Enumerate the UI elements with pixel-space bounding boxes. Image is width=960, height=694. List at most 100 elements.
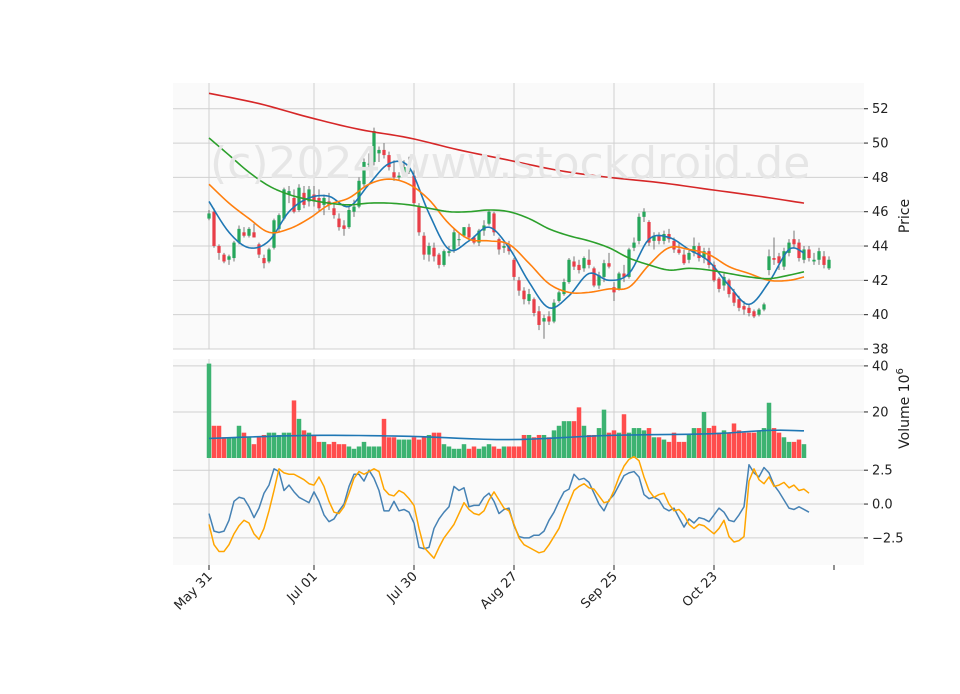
price-y-tick-label: 46 [872, 205, 889, 220]
oscillator-line [208, 464, 810, 550]
watermark: (c)2024 www.stockdroid.de [210, 138, 810, 189]
candle-body [407, 170, 411, 172]
candle-body [532, 299, 536, 313]
candle-body [212, 211, 216, 247]
candle-body [552, 302, 556, 322]
volume-bar [416, 439, 422, 458]
volume-bar [681, 441, 687, 458]
candle-body [282, 189, 286, 219]
candle-body [807, 249, 811, 259]
volume-bar [596, 428, 602, 458]
candle-body [762, 304, 766, 310]
candle-body [267, 249, 271, 262]
candle-body [547, 316, 551, 322]
candle-body [452, 232, 456, 250]
moving-average-line [208, 92, 805, 204]
volume-bar [716, 432, 722, 458]
candle-body [542, 318, 546, 322]
volume-bar [581, 425, 587, 458]
volume-bar [541, 434, 547, 458]
volume-bar [491, 446, 497, 458]
candle-body [322, 197, 326, 205]
candle-body [522, 290, 526, 300]
volume-bar [326, 444, 332, 458]
candle-body [387, 155, 391, 168]
volume-bar [451, 448, 457, 458]
volume-bar [321, 441, 327, 458]
candle-body [642, 211, 646, 217]
candle-body [767, 256, 771, 271]
candle-body [492, 213, 496, 233]
candle-body [527, 294, 531, 301]
volume-bar [481, 446, 487, 458]
volume-bar [441, 444, 447, 458]
volume-bar [786, 441, 792, 458]
candle-body [672, 240, 676, 250]
volume-bar [356, 446, 362, 458]
volume-bar [216, 425, 222, 458]
oscillator-y-tick-label: −2.5 [872, 531, 904, 546]
volume-bar [456, 448, 462, 458]
candle-body [702, 251, 706, 259]
candle-body [812, 259, 816, 262]
candle-body [207, 213, 211, 219]
candle-body [257, 244, 261, 255]
volume-bar [281, 432, 287, 458]
volume-bar [246, 437, 252, 458]
candle-body [412, 175, 416, 204]
candle-body [707, 251, 711, 265]
candle-body [487, 211, 491, 224]
candle-body [382, 149, 386, 156]
volume-bar [506, 446, 512, 458]
oscillator-y-tick-label: 2.5 [872, 464, 893, 479]
candle-body [777, 256, 781, 264]
volume-bar [521, 434, 527, 458]
candle-body [567, 259, 571, 283]
volume-y-tick-label: 20 [872, 405, 889, 420]
candle-body [307, 189, 311, 202]
volume-bar [721, 430, 727, 458]
candle-body [792, 239, 796, 245]
candle-body [292, 197, 296, 212]
candle-body [497, 239, 501, 250]
volume-bar [241, 432, 247, 458]
candle-body [252, 232, 256, 238]
price-y-tick-label: 50 [872, 137, 889, 152]
candle-body [787, 242, 791, 253]
volume-bar [516, 446, 522, 458]
volume-bar [661, 439, 667, 458]
candle-body [662, 234, 666, 241]
volume-bar [236, 425, 242, 458]
candle-body [262, 258, 266, 264]
volume-bar [796, 439, 802, 458]
candle-body [437, 254, 441, 265]
price-y-tick-label: 52 [872, 102, 889, 117]
volume-bar [476, 448, 482, 458]
candle-body [447, 251, 451, 253]
candle-body [782, 251, 786, 267]
volume-bar [706, 428, 712, 458]
candle-body [602, 263, 606, 277]
price-y-tick-label: 48 [872, 171, 889, 186]
volume-bar [366, 446, 372, 458]
volume-bar [731, 423, 737, 458]
volume-bar [696, 428, 702, 458]
candle-body [822, 256, 826, 265]
moving-average-line [208, 178, 805, 294]
candle-body [747, 307, 751, 313]
candle-body [667, 234, 671, 240]
oscillator-panel [173, 458, 864, 565]
candle-body [217, 246, 221, 253]
moving-average-line [208, 137, 805, 280]
volume-bar [741, 432, 747, 458]
volume-bar [501, 446, 507, 458]
volume-bar [671, 432, 677, 458]
volume-axis-title: Volume 106 [895, 368, 913, 449]
candle-body [757, 309, 761, 315]
volume-bar [341, 444, 347, 458]
volume-bar [686, 434, 692, 458]
volume-bar [301, 430, 307, 458]
volume-bar [526, 434, 532, 458]
volume-bar [461, 444, 467, 458]
